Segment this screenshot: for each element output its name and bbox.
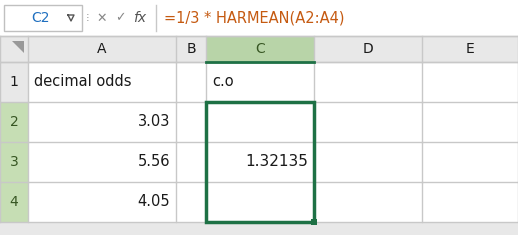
Text: 2: 2 xyxy=(10,115,18,129)
Text: decimal odds: decimal odds xyxy=(34,74,132,90)
Bar xyxy=(206,102,314,142)
Text: c.o: c.o xyxy=(212,74,234,90)
Bar xyxy=(314,62,422,102)
Bar xyxy=(422,62,518,102)
Text: 4: 4 xyxy=(10,195,18,209)
Text: C2: C2 xyxy=(31,11,50,25)
Bar xyxy=(314,102,422,142)
Text: 1: 1 xyxy=(9,75,19,89)
Bar xyxy=(422,182,518,222)
Bar xyxy=(176,182,206,222)
Bar xyxy=(0,36,518,62)
Bar xyxy=(422,36,518,62)
Bar xyxy=(0,182,28,222)
Text: ✓: ✓ xyxy=(115,12,125,24)
Text: ·: · xyxy=(86,16,90,26)
Text: ·: · xyxy=(86,13,90,23)
Bar xyxy=(314,36,422,62)
Bar xyxy=(422,142,518,182)
Text: ✕: ✕ xyxy=(97,12,107,24)
Bar xyxy=(0,36,28,62)
Bar xyxy=(206,102,314,222)
Bar xyxy=(422,102,518,142)
Text: D: D xyxy=(363,42,373,56)
Bar xyxy=(206,36,314,62)
Bar xyxy=(176,36,206,62)
Text: fx: fx xyxy=(134,11,147,25)
Bar xyxy=(314,142,422,182)
Bar xyxy=(311,219,317,225)
Bar xyxy=(206,182,314,222)
Bar xyxy=(28,142,176,182)
Text: =1/3 * HARMEAN(A2:A4): =1/3 * HARMEAN(A2:A4) xyxy=(164,11,344,26)
Text: C: C xyxy=(255,42,265,56)
Bar xyxy=(0,62,28,102)
Text: A: A xyxy=(97,42,107,56)
Bar xyxy=(28,36,176,62)
Text: 3: 3 xyxy=(10,155,18,169)
Polygon shape xyxy=(12,41,24,53)
Text: 1.32135: 1.32135 xyxy=(245,154,308,169)
Bar xyxy=(176,102,206,142)
Text: B: B xyxy=(186,42,196,56)
Bar xyxy=(0,102,28,142)
Bar xyxy=(0,142,28,182)
Bar xyxy=(206,62,314,102)
Text: 4.05: 4.05 xyxy=(137,195,170,209)
Bar xyxy=(28,62,176,102)
Bar xyxy=(176,142,206,182)
Text: E: E xyxy=(466,42,474,56)
Text: 3.03: 3.03 xyxy=(138,114,170,129)
Bar xyxy=(206,142,314,182)
Bar xyxy=(176,62,206,102)
Bar xyxy=(28,102,176,142)
Bar xyxy=(314,182,422,222)
Bar xyxy=(28,182,176,222)
Bar xyxy=(4,5,82,31)
Bar xyxy=(0,0,518,36)
Text: 5.56: 5.56 xyxy=(137,154,170,169)
Text: ·: · xyxy=(86,10,90,20)
